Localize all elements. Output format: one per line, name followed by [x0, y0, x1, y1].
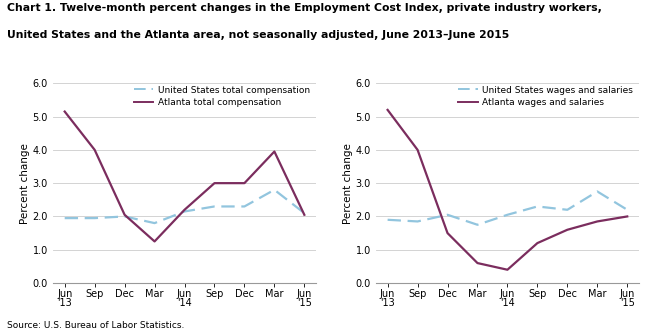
Y-axis label: Percent change: Percent change — [20, 143, 30, 223]
Text: Source: U.S. Bureau of Labor Statistics.: Source: U.S. Bureau of Labor Statistics. — [7, 321, 184, 330]
Text: Chart 1. Twelve-month percent changes in the Employment Cost Index, private indu: Chart 1. Twelve-month percent changes in… — [7, 3, 602, 13]
Text: United States and the Atlanta area, not seasonally adjusted, June 2013–June 2015: United States and the Atlanta area, not … — [7, 30, 509, 40]
Legend: United States total compensation, Atlanta total compensation: United States total compensation, Atlant… — [132, 84, 312, 109]
Legend: United States wages and salaries, Atlanta wages and salaries: United States wages and salaries, Atlant… — [456, 84, 635, 109]
Y-axis label: Percent change: Percent change — [343, 143, 353, 223]
